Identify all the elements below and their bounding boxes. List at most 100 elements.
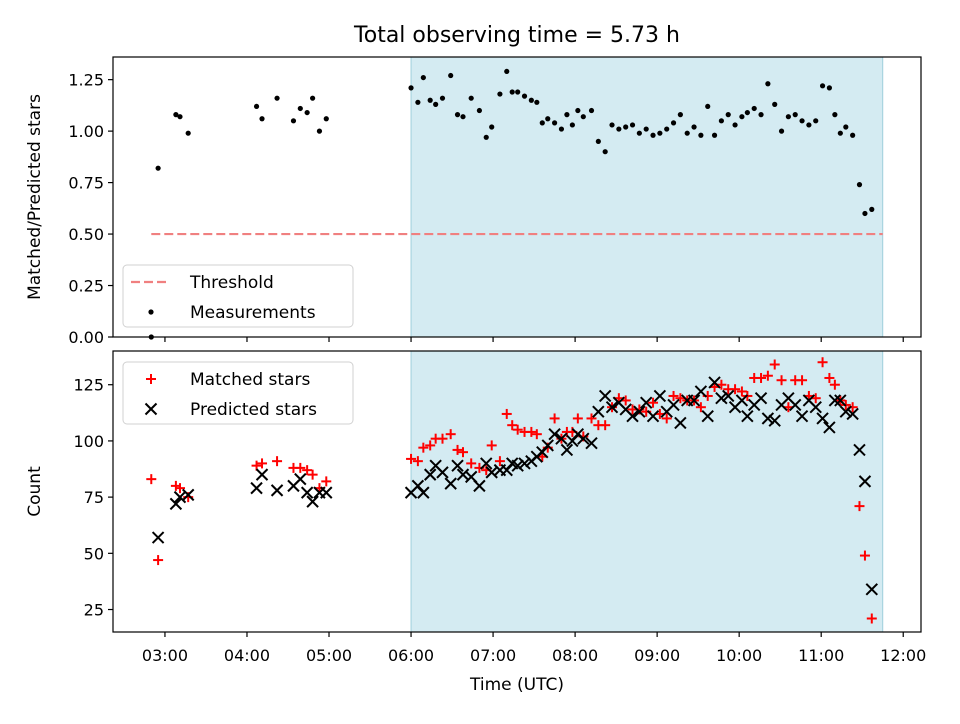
measurement-point [657, 130, 663, 136]
measurement-point [751, 105, 757, 112]
measurement-point [460, 114, 466, 120]
y-tick-label: 0.50 [68, 225, 104, 244]
x-axis-label-group: Time (UTC) [469, 675, 564, 695]
y-tick-label: 0.75 [68, 174, 104, 193]
y-tick-label: 1.25 [68, 71, 104, 90]
matched-star-point [866, 613, 877, 624]
measurement-point [609, 122, 615, 128]
measurement-point [602, 149, 608, 155]
predicted-star-point-b [646, 409, 660, 423]
predicted-star-point [687, 394, 701, 407]
predicted-star-point [598, 389, 612, 403]
measurement-point [643, 126, 649, 132]
predicted-star-point [577, 432, 590, 445]
matched-star-point [412, 456, 423, 467]
predicted-star-point [795, 409, 809, 423]
measurement-point [580, 114, 586, 120]
measurement-point [799, 118, 805, 124]
measurement-point [528, 97, 534, 103]
measurement-point [837, 130, 843, 136]
measurement-point [476, 107, 483, 114]
predicted-star-point [809, 400, 822, 414]
predicted-star-point-b [473, 479, 486, 493]
predicted-star-point [853, 443, 866, 457]
y-tick-label: 75 [84, 488, 104, 507]
predicted-star-point [646, 409, 660, 423]
matched-star-point [445, 429, 456, 440]
measurement-point [778, 128, 785, 134]
predicted-star-point-b [626, 409, 639, 423]
predicted-star-point [181, 488, 195, 502]
predicted-star-point [768, 414, 781, 427]
measurement-point [521, 93, 528, 99]
x-tick-label: 07:00 [470, 646, 516, 665]
y-tick-label: 1.00 [68, 122, 104, 141]
predicted-star-point [555, 432, 568, 445]
predicted-star-point [708, 376, 721, 389]
matched-star-point [307, 469, 318, 480]
measurement-point [758, 112, 764, 118]
predicted-star-point-b [577, 432, 590, 445]
legend-entry-label: Threshold [189, 273, 274, 293]
predicted-star-point-b [667, 398, 680, 412]
measurement-point [684, 130, 690, 136]
predicted-star-point-b [619, 403, 632, 416]
matched-star-point [695, 402, 706, 413]
predicted-star-point-b [444, 477, 457, 490]
matched-star-point [512, 424, 523, 435]
predicted-star-point-b [464, 470, 478, 484]
predicted-star-point-b [506, 457, 519, 470]
x-tick-label: 10:00 [716, 646, 762, 665]
measurement-point [629, 122, 636, 128]
predicted-star-point [255, 468, 269, 481]
predicted-star-point [667, 398, 680, 412]
matched-star-point [776, 375, 787, 386]
measurement-point [862, 210, 868, 217]
predicted-star-point [846, 407, 859, 421]
measurement-point [705, 103, 711, 110]
measurement-point [850, 132, 856, 138]
measurement-point [539, 120, 545, 126]
predicted-star-point-b [735, 394, 749, 407]
predicted-star-point [823, 421, 836, 434]
measurement-point [304, 109, 310, 116]
predicted-star-point [473, 479, 486, 493]
predicted-star-point [816, 412, 829, 425]
predicted-star-point [436, 466, 449, 479]
measurement-point [664, 126, 670, 132]
predicted-star-point [715, 392, 728, 405]
y-axis-label: Matched/Predicted stars [25, 94, 45, 300]
matched-star-point [251, 460, 262, 471]
predicted-star-point-b [816, 412, 829, 425]
x-tick-label: 05:00 [306, 646, 352, 665]
measurement-point [534, 99, 540, 105]
predicted-star-point-b [782, 392, 795, 405]
measurement-point [569, 122, 575, 128]
measurement-point [588, 107, 595, 114]
measurement-point [739, 114, 745, 120]
legend-measurement-swatch [148, 309, 154, 315]
predicted-star-point-b [865, 583, 878, 596]
measurement-point [744, 109, 750, 116]
predicted-star-point-b [169, 497, 183, 511]
predicted-star-point-b [754, 392, 768, 405]
predicted-star-point [754, 392, 768, 405]
x-tick-label: 08:00 [552, 646, 598, 665]
measurement-point [718, 118, 724, 124]
measurement-point [765, 81, 771, 87]
measurement-point [650, 132, 656, 138]
legend-predicted-swatch [144, 402, 158, 416]
predicted-star-point [741, 409, 754, 423]
matched-star-point [824, 372, 835, 383]
matched-star-point [572, 413, 583, 424]
measurement-point [670, 120, 677, 126]
measurement-point [415, 99, 421, 105]
matched-star-point [302, 465, 313, 476]
predicted-star-point-b [605, 400, 619, 414]
predicted-star-point-b [802, 394, 816, 407]
predicted-star-point-b [823, 421, 836, 434]
y-tick-label: 50 [84, 544, 104, 563]
predicted-star-point [626, 409, 639, 423]
predicted-star-point [839, 405, 853, 418]
